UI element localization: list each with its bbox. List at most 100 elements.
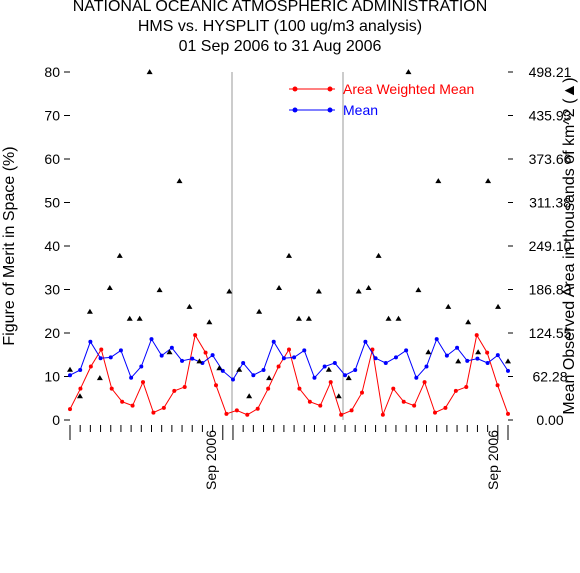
series-point-1 — [108, 355, 113, 360]
series-point-1 — [353, 367, 358, 372]
series-point-0 — [78, 386, 83, 391]
area-triangle-point — [156, 287, 163, 293]
area-triangle-point — [445, 303, 452, 309]
series-point-0 — [172, 388, 177, 393]
series-point-1 — [465, 358, 470, 363]
area-triangle-point — [76, 393, 83, 399]
area-triangle-point — [226, 288, 233, 294]
y2-tick-label: 62.28 — [532, 369, 567, 385]
series-point-0 — [464, 384, 469, 389]
area-triangle-point — [385, 315, 392, 321]
area-triangle-point — [415, 287, 422, 293]
area-triangle-point — [465, 319, 472, 325]
legend-marker — [327, 86, 333, 92]
series-point-0 — [328, 380, 333, 385]
area-triangle-point — [166, 349, 173, 355]
area-triangle-point — [485, 178, 492, 184]
area-triangle-point — [176, 178, 183, 184]
series-point-0 — [161, 405, 166, 410]
series-point-1 — [455, 345, 460, 350]
y2-tick-label: 311.38 — [529, 195, 571, 211]
series-point-0 — [224, 411, 229, 416]
series-point-1 — [363, 339, 368, 344]
area-triangle-point — [395, 315, 402, 321]
area-triangle-point — [206, 319, 213, 325]
series-point-1 — [485, 361, 490, 366]
series-point-0 — [130, 403, 135, 408]
y-tick-label: 0 — [52, 412, 60, 428]
series-point-0 — [370, 347, 375, 352]
series-point-1 — [98, 356, 103, 361]
series-point-1 — [404, 348, 409, 353]
area-triangle-point — [276, 284, 283, 290]
series-point-0 — [380, 412, 385, 417]
area-triangle-point — [305, 315, 312, 321]
legend-marker — [292, 107, 298, 113]
series-point-0 — [422, 380, 427, 385]
area-triangle-point — [315, 288, 322, 294]
area-triangle-point — [236, 366, 243, 372]
series-point-0 — [120, 399, 125, 404]
y-tick-label: 60 — [44, 151, 60, 167]
chart-title-line3: 01 Sep 2006 to 31 Aug 2006 — [178, 38, 382, 55]
area-triangle-point — [256, 308, 263, 314]
area-triangle-point — [246, 393, 253, 399]
area-triangle-point — [126, 315, 133, 321]
area-triangle-point — [505, 358, 511, 364]
series-point-0 — [266, 386, 271, 391]
y-tick-label: 20 — [44, 325, 60, 341]
series-point-1 — [129, 375, 134, 380]
area-triangle-point — [146, 69, 153, 75]
series-point-0 — [453, 388, 458, 393]
series-point-1 — [261, 367, 266, 372]
area-triangle-point — [345, 375, 352, 381]
series-point-0 — [339, 412, 344, 417]
area-triangle-point — [475, 349, 482, 355]
series-point-0 — [88, 364, 93, 369]
series-point-1 — [180, 358, 185, 363]
area-triangle-point — [325, 366, 332, 372]
y-tick-label: 10 — [44, 369, 60, 385]
series-point-1 — [281, 356, 286, 361]
area-triangle-point — [495, 303, 502, 309]
area-triangle-point — [186, 303, 193, 309]
series-point-1 — [230, 377, 235, 382]
series-point-0 — [443, 405, 448, 410]
y2-axis-label: Mean Observed Area in thousands of km^2 … — [561, 77, 578, 414]
series-point-1 — [414, 375, 419, 380]
legend-label: Area Weighted Mean — [343, 81, 474, 97]
series-point-1 — [78, 367, 83, 372]
area-triangle-point — [136, 315, 143, 321]
chart-title-line2: HMS vs. HYSPLIT (100 ug/m3 analysis) — [137, 18, 423, 35]
y-tick-label: 70 — [44, 108, 60, 124]
series-point-0 — [401, 399, 406, 404]
series-point-0 — [99, 347, 104, 352]
series-point-1 — [68, 373, 72, 378]
series-point-1 — [139, 364, 144, 369]
series-point-1 — [322, 364, 327, 369]
y-tick-label: 40 — [44, 238, 60, 254]
area-triangle-point — [216, 365, 223, 371]
area-triangle-point — [365, 284, 372, 290]
series-point-1 — [393, 355, 398, 360]
series-point-1 — [292, 355, 297, 360]
area-triangle-point — [405, 69, 412, 75]
area-triangle-point — [266, 375, 273, 381]
area-triangle-point — [425, 349, 432, 355]
area-triangle-point — [455, 358, 462, 364]
series-point-0 — [276, 364, 281, 369]
area-triangle-point — [86, 308, 93, 314]
series-point-1 — [383, 361, 388, 366]
series-point-0 — [151, 410, 156, 415]
y2-tick-label: 249.10 — [529, 238, 572, 254]
area-triangle-point — [106, 284, 113, 290]
series-point-1 — [373, 356, 378, 361]
series-point-1 — [475, 356, 480, 361]
series-point-1 — [241, 361, 246, 366]
series-point-0 — [318, 403, 323, 408]
area-triangle-point — [196, 358, 203, 364]
series-point-0 — [68, 407, 72, 412]
series-point-1 — [88, 339, 93, 344]
y-tick-label: 30 — [44, 282, 60, 298]
